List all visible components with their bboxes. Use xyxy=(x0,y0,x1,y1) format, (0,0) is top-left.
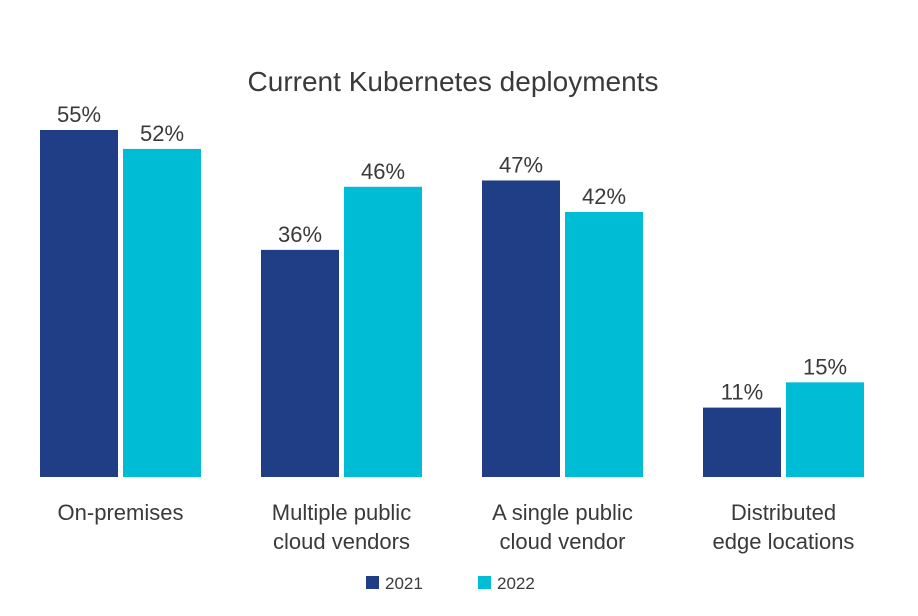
bar-2021-3 xyxy=(703,407,781,477)
category-label-1: Multiple public cloud vendors xyxy=(272,500,411,554)
legend-swatch-2021 xyxy=(366,576,379,589)
value-label-2021-2: 47% xyxy=(499,152,543,177)
bar-2021-1 xyxy=(261,249,339,477)
value-label-2021-0: 55% xyxy=(57,102,101,127)
legend-swatch-2022 xyxy=(478,576,491,589)
category-label-3: Distributed edge locations xyxy=(713,500,855,554)
legend-label-2021: 2021 xyxy=(385,574,423,593)
value-labels-group: 55% 52% 36% 46% 47% 42% 11% 15% xyxy=(57,102,847,405)
value-label-2021-1: 36% xyxy=(278,222,322,247)
value-label-2022-0: 52% xyxy=(140,121,184,146)
bar-2022-1 xyxy=(344,186,422,478)
bar-2022-3 xyxy=(786,382,864,477)
value-label-2022-2: 42% xyxy=(582,184,626,209)
category-label-0: On-premises xyxy=(58,500,184,525)
value-label-2021-3: 11% xyxy=(721,380,763,405)
category-label-2: A single public cloud vendor xyxy=(492,500,633,554)
value-label-2022-1: 46% xyxy=(361,159,405,184)
legend: 2021 2022 xyxy=(366,574,535,593)
value-label-2022-3: 15% xyxy=(803,354,847,379)
legend-label-2022: 2022 xyxy=(497,574,535,593)
chart-title: Current Kubernetes deployments xyxy=(248,66,659,97)
bar-2022-0 xyxy=(123,148,201,477)
bar-2021-2 xyxy=(482,180,560,478)
bars-group xyxy=(40,130,864,478)
category-labels-group: On-premises Multiple public cloud vendors A… xyxy=(58,500,855,554)
bar-2022-2 xyxy=(565,212,643,477)
bar-2021-0 xyxy=(40,130,118,477)
